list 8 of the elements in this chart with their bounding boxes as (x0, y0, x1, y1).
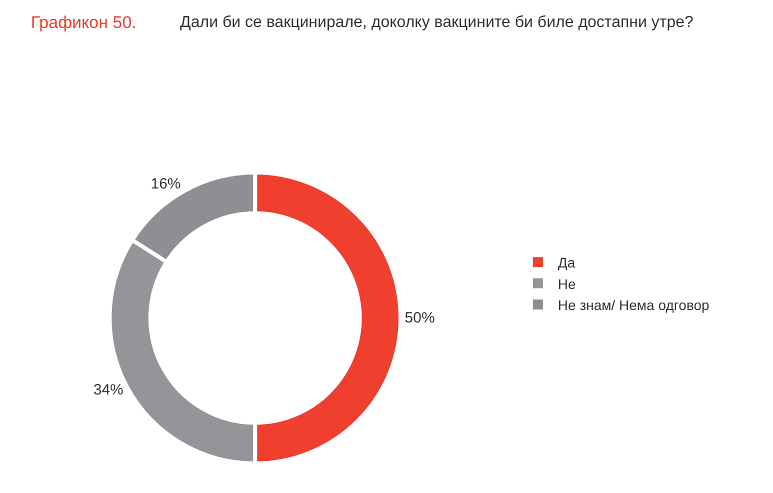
data-label: 34% (93, 382, 124, 399)
legend-label: Да (558, 254, 576, 271)
data-label: 16% (150, 176, 181, 193)
chart-title: Графикон 50. (30, 13, 136, 32)
data-label: 50% (404, 309, 435, 326)
legend-label: Не знам/ Нема одговор (558, 296, 710, 313)
legend-label: Не (558, 276, 576, 292)
chart-subtitle: Дали би се вакцинирале, доколку вакцините би биле достапни утре? (180, 14, 694, 31)
